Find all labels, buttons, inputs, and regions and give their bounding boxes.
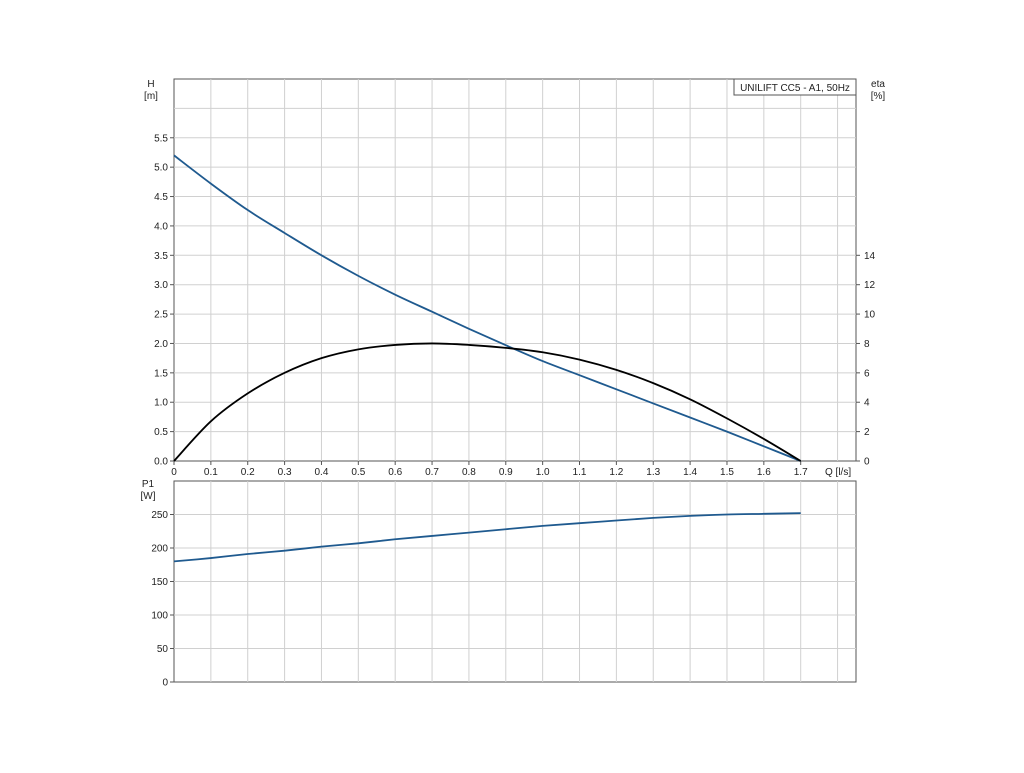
efficiency-tick-label: 0 (864, 457, 870, 468)
power-axis-unit: [W] (141, 491, 156, 502)
head-tick-label: 5.5 (154, 133, 168, 144)
head-axis-ticks: 0.0 0.5 1.0 1.5 2.0 2.5 3.0 3.5 4.0 4.5 5.0 5.5 (154, 133, 174, 468)
chart-title: UNILIFT CC5 - A1, 50Hz (740, 83, 850, 94)
head-tick-label: 1.0 (154, 398, 168, 409)
efficiency-tick-label: 12 (864, 280, 876, 291)
flow-tick-label: 1.3 (646, 467, 660, 478)
head-tick-label: 4.5 (154, 192, 168, 203)
head-tick-label: 2.5 (154, 310, 168, 321)
flow-axis-ticks: 0 0.1 0.2 0.3 0.4 0.5 0.6 0.7 0.8 0.9 1.0 1.1 1.2 1.3… (171, 461, 808, 478)
efficiency-tick-label: 8 (864, 339, 870, 350)
flow-tick-label: 1.4 (683, 467, 697, 478)
flow-tick-label: 0.3 (278, 467, 292, 478)
efficiency-tick-label: 10 (864, 310, 876, 321)
flow-axis-label: Q [l/s] (825, 467, 851, 478)
chart-title-box (733, 78, 857, 96)
flow-tick-label: 0.9 (499, 467, 513, 478)
head-axis-unit: [m] (144, 91, 158, 102)
power-axis-name: P1 (142, 479, 155, 490)
head-tick-label: 0.0 (154, 457, 168, 468)
flow-tick-label: 0.1 (204, 467, 218, 478)
power-tick-label: 200 (151, 544, 168, 555)
flow-tick-label: 1.0 (536, 467, 550, 478)
efficiency-tick-label: 6 (864, 368, 870, 379)
flow-tick-label: 0.4 (315, 467, 329, 478)
flow-tick-label: 0.6 (388, 467, 402, 478)
flow-tick-label: 1.6 (757, 467, 771, 478)
flow-tick-label: 1.1 (573, 467, 587, 478)
head-axis-name: H (147, 79, 154, 90)
head-tick-label: 0.5 (154, 427, 168, 438)
head-tick-label: 2.0 (154, 339, 168, 350)
head-curve-line (173, 154, 802, 462)
head-plot-area (173, 78, 857, 462)
flow-tick-label: 0 (171, 467, 177, 478)
power-tick-label: 100 (151, 611, 168, 622)
power-plot-grid (174, 481, 856, 682)
efficiency-tick-label: 4 (864, 398, 870, 409)
power-plot-series (173, 512, 801, 563)
flow-tick-label: 0.2 (241, 467, 255, 478)
efficiency-curve-line (173, 342, 802, 462)
flow-tick-label: 1.2 (609, 467, 623, 478)
flow-tick-label: 0.7 (425, 467, 439, 478)
power-axis-ticks: 0 50 100 150 200 250 (151, 510, 174, 689)
efficiency-axis-ticks: 0 2 4 6 8 10 12 14 (856, 251, 876, 468)
power-curve-line (173, 512, 801, 563)
head-tick-label: 1.5 (154, 368, 168, 379)
head-plot-grid (174, 79, 856, 461)
power-tick-label: 0 (162, 678, 168, 689)
efficiency-tick-label: 2 (864, 427, 870, 438)
head-tick-label: 3.0 (154, 280, 168, 291)
efficiency-tick-label: 14 (864, 251, 876, 262)
head-tick-label: 5.0 (154, 163, 168, 174)
head-tick-label: 4.0 (154, 221, 168, 232)
head-plot-series (173, 154, 802, 462)
flow-tick-label: 0.5 (351, 467, 365, 478)
power-tick-label: 150 (151, 577, 168, 588)
efficiency-axis-unit: [%] (871, 91, 886, 102)
flow-tick-label: 0.8 (462, 467, 476, 478)
power-tick-label: 250 (151, 510, 168, 521)
power-tick-label: 50 (157, 644, 169, 655)
efficiency-axis-name: eta (871, 79, 885, 90)
head-tick-label: 3.5 (154, 251, 168, 262)
flow-tick-label: 1.7 (794, 467, 808, 478)
flow-tick-label: 1.5 (720, 467, 734, 478)
